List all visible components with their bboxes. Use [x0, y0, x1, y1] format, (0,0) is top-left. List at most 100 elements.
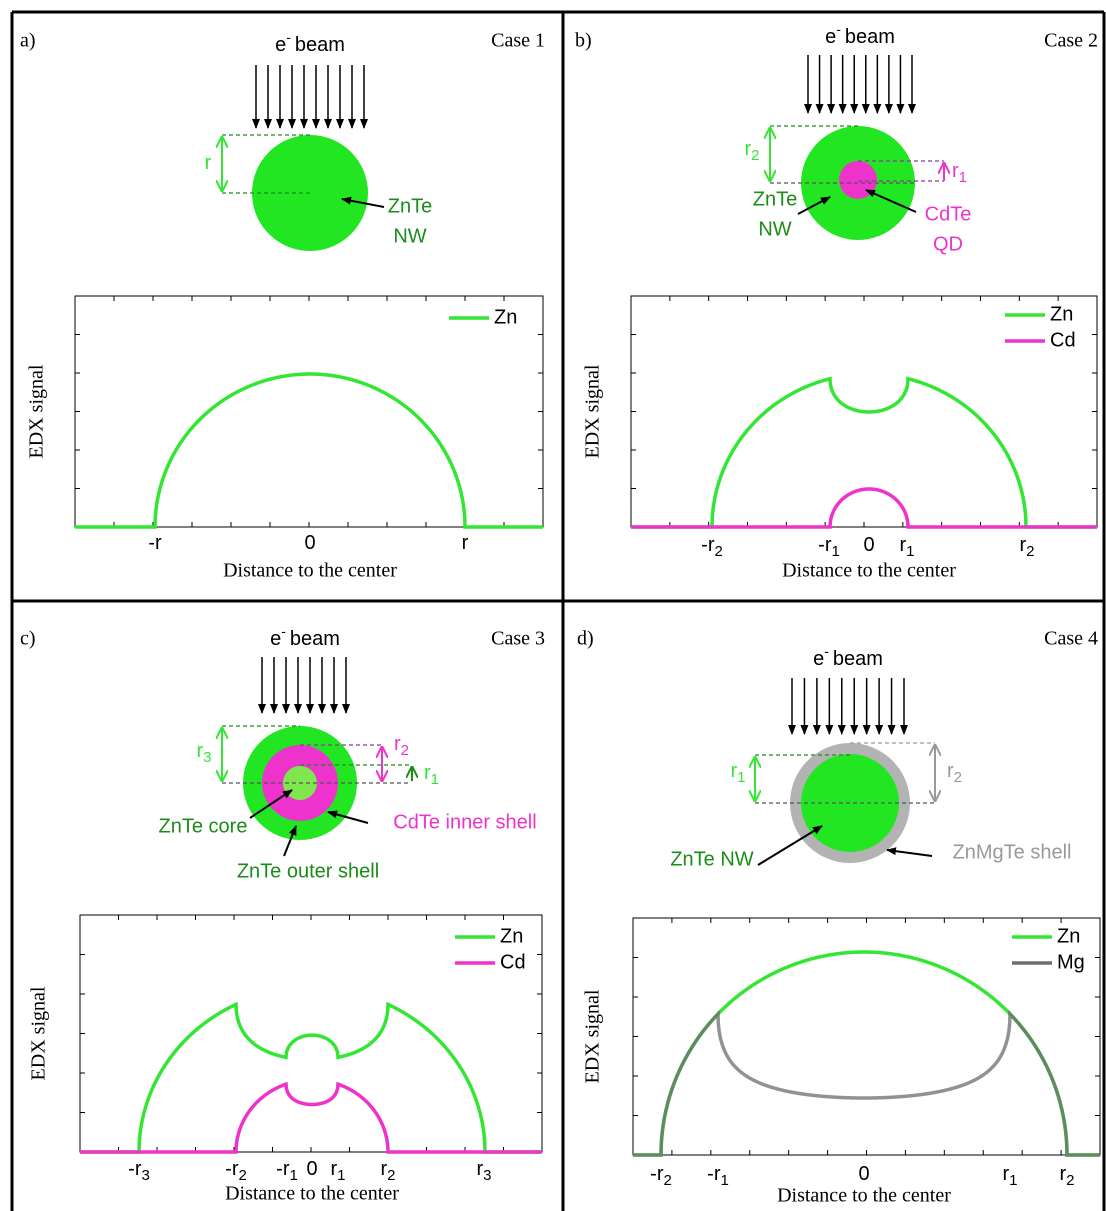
x-tick-label: r3	[476, 1158, 491, 1184]
x-axis-label: Distance to the center	[777, 1185, 951, 1207]
label-subscript: 2	[1066, 1172, 1074, 1189]
x-tick-label: -r	[148, 532, 162, 554]
label-base: r	[730, 760, 737, 782]
material-label: CdTe	[925, 203, 972, 225]
signal-curve	[631, 376, 1097, 529]
pointer-arrow	[797, 196, 831, 215]
label-subscript: 1	[831, 543, 839, 560]
radius-label: r1	[952, 160, 967, 186]
x-tick-label: r2	[1059, 1163, 1074, 1189]
label-base: -r	[128, 1158, 142, 1180]
beam-text: beam	[295, 34, 345, 56]
label-subscript: 1	[906, 543, 914, 560]
label-subscript: 1	[959, 169, 967, 186]
material-label: NW	[393, 225, 426, 247]
material-label: ZnTe	[388, 195, 432, 217]
x-tick-label: -r1	[818, 534, 840, 560]
label-base: r	[330, 1158, 337, 1180]
label-subscript: 2	[401, 742, 409, 759]
label-subscript: 2	[714, 543, 722, 560]
panel-label: c)	[20, 628, 36, 650]
panel-label: d)	[577, 628, 594, 650]
beam-label: e-beam	[275, 29, 345, 57]
radius-label: r2	[394, 733, 409, 759]
label-base: r	[744, 138, 751, 160]
x-tick-label: 0	[306, 1158, 317, 1180]
x-tick-label: -r2	[650, 1163, 672, 1189]
label-subscript: 3	[203, 749, 211, 766]
label-base: -r	[818, 534, 832, 556]
pointer-arrow	[757, 825, 823, 866]
x-tick-label: -r2	[225, 1158, 247, 1184]
label-subscript: 2	[1026, 543, 1034, 560]
case-label: Case 2	[1044, 30, 1098, 52]
pointer-arrow	[327, 810, 369, 824]
plot-frame	[74, 295, 544, 528]
legend-label: Cd	[500, 951, 526, 973]
signal-curve	[75, 372, 543, 529]
x-axis-label: Distance to the center	[223, 560, 397, 582]
x-tick-label: -r1	[276, 1158, 298, 1184]
label-base: 0	[306, 1158, 317, 1180]
label-base: -r	[650, 1163, 664, 1185]
label-subscript: 3	[141, 1167, 149, 1184]
plot	[79, 914, 543, 1154]
label-base: r	[947, 760, 954, 782]
legend-label: Mg	[1057, 951, 1085, 973]
legend-label: Zn	[1057, 925, 1080, 947]
label-base: -r	[276, 1158, 290, 1180]
label-base: r	[952, 160, 959, 182]
label-subscript: 1	[1009, 1172, 1017, 1189]
label-base: r	[196, 740, 203, 762]
label-base: r	[1002, 1163, 1009, 1185]
label-subscript: 1	[337, 1167, 345, 1184]
label-base: -r	[707, 1163, 721, 1185]
signal-curve	[633, 1009, 1100, 1157]
x-tick-label: r2	[1019, 534, 1034, 560]
beam-e: e	[813, 648, 824, 670]
y-axis-label: EDX signal	[582, 364, 604, 458]
y-axis-label: EDX signal	[26, 364, 48, 458]
panel-borders	[10, 10, 1106, 1211]
legend-label: Zn	[494, 306, 517, 328]
pointer-arrow	[249, 789, 293, 819]
label-subscript: 1	[720, 1172, 728, 1189]
label-base: r	[476, 1158, 483, 1180]
material-label: NW	[758, 218, 791, 240]
pointer-arrow	[865, 189, 917, 213]
pointer-arrow	[283, 825, 297, 857]
radius-label: r2	[744, 138, 759, 164]
label-base: -r	[148, 532, 162, 554]
material-label: ZnTe outer shell	[237, 860, 379, 882]
case-label: Case 3	[491, 628, 545, 650]
label-subscript: 3	[483, 1167, 491, 1184]
label-subscript: 2	[387, 1167, 395, 1184]
label-subscript: 2	[751, 147, 759, 164]
legend-label: Zn	[500, 925, 523, 947]
beam-text: beam	[845, 26, 895, 48]
x-axis-label: Distance to the center	[225, 1183, 399, 1205]
beam-sup: -	[281, 623, 286, 639]
label-base: r	[899, 534, 906, 556]
beam-label: e-beam	[270, 623, 340, 651]
x-tick-label: 0	[858, 1163, 869, 1185]
label-base: -r	[701, 534, 715, 556]
beam-text: beam	[290, 628, 340, 650]
label-base: r	[424, 762, 431, 784]
x-tick-label: r	[462, 532, 469, 554]
pointer-arrow	[886, 847, 933, 857]
label-subscript: 2	[954, 769, 962, 786]
beam-sup: -	[824, 643, 829, 659]
material-label: ZnTe NW	[670, 848, 753, 870]
panel-label: b)	[575, 30, 592, 52]
label-base: r	[394, 733, 401, 755]
radius-label: r1	[424, 762, 439, 788]
label-subscript: 1	[289, 1167, 297, 1184]
label-base: r	[462, 532, 469, 554]
case-label: Case 1	[491, 30, 545, 52]
pointer-arrow	[341, 196, 385, 208]
x-axis-label: Distance to the center	[782, 560, 956, 582]
beam-sup: -	[836, 21, 841, 37]
radius-label: r3	[196, 740, 211, 766]
